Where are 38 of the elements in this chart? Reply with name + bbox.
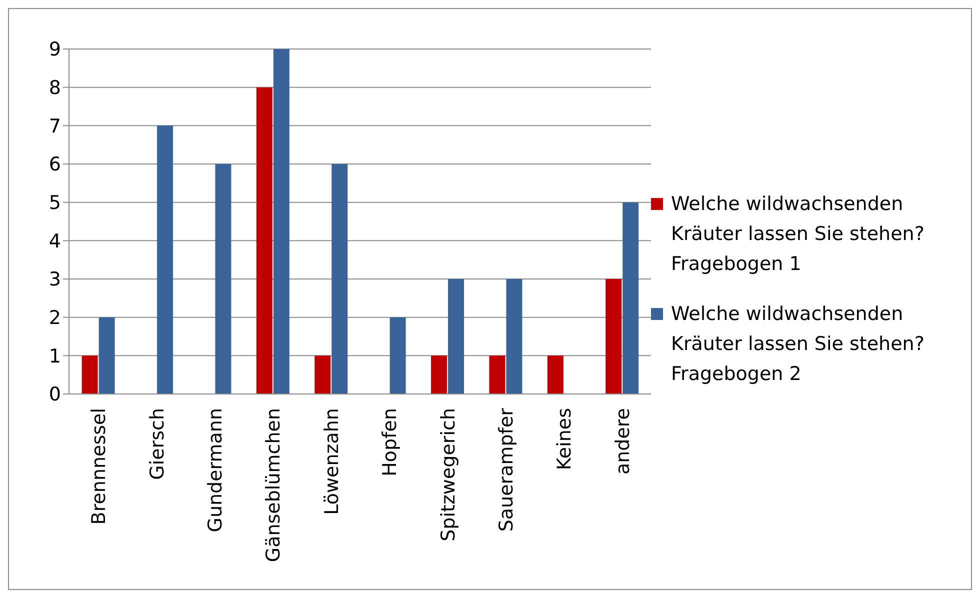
y-tick-label: 1 xyxy=(48,345,61,368)
x-tick-label: Hopfen xyxy=(379,408,402,476)
bar xyxy=(489,356,506,394)
bar xyxy=(622,202,639,394)
bar xyxy=(332,164,348,394)
x-tick-label: Brennnessel xyxy=(88,408,110,525)
y-tick-label: 3 xyxy=(48,268,61,291)
bar xyxy=(98,317,115,394)
bar xyxy=(157,126,174,394)
bar xyxy=(256,87,272,394)
y-tick-label: 6 xyxy=(48,154,61,176)
x-tick-label: Gundermann xyxy=(204,408,226,532)
x-tick-label: Löwenzahn xyxy=(320,408,343,515)
y-tick-label: 7 xyxy=(48,115,61,138)
y-tick-label: 8 xyxy=(48,77,61,100)
bar xyxy=(390,317,406,394)
bar xyxy=(215,164,232,394)
legend-label: Welche wildwachsenden Kräuter lassen Sie stehen? Fragebogen 2 xyxy=(671,302,926,387)
bar xyxy=(82,356,98,394)
x-tick-label: Sauerampfer xyxy=(496,408,518,532)
y-tick-label: 9 xyxy=(48,38,61,61)
bar xyxy=(547,356,564,394)
x-tick-label: Gänseblümchen xyxy=(262,408,285,562)
legend-label: Welche wildwachsenden Kräuter lassen Sie stehen? Fragebogen 1 xyxy=(671,192,926,277)
x-tick-label: Spitzwegerich xyxy=(437,408,460,542)
bar xyxy=(431,356,448,394)
bar xyxy=(606,279,622,394)
bar xyxy=(506,279,522,394)
y-tick-label: 2 xyxy=(48,307,61,330)
x-tick-label: andere xyxy=(612,408,634,475)
x-tick-label: Keines xyxy=(554,408,576,470)
bar xyxy=(448,279,464,394)
y-tick-label: 0 xyxy=(48,384,61,406)
bar xyxy=(314,356,331,394)
bar xyxy=(273,49,290,394)
y-tick-label: 5 xyxy=(48,192,61,214)
y-tick-label: 4 xyxy=(48,230,61,252)
x-tick-label: Giersch xyxy=(146,408,168,480)
